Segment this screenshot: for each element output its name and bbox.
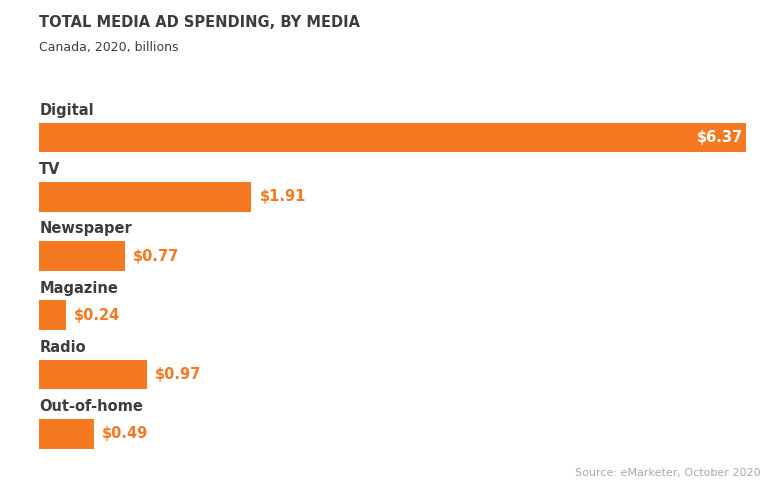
Bar <box>39 360 147 389</box>
Text: Radio: Radio <box>39 340 85 355</box>
Text: $0.97: $0.97 <box>155 367 201 382</box>
Bar <box>39 241 125 271</box>
Text: TV: TV <box>39 162 60 177</box>
Bar <box>39 122 746 152</box>
Text: Source: eMarketer, October 2020: Source: eMarketer, October 2020 <box>575 468 760 478</box>
Bar <box>39 182 251 211</box>
Text: $6.37: $6.37 <box>697 130 742 145</box>
Text: Canada, 2020, billions: Canada, 2020, billions <box>39 41 179 55</box>
Text: Magazine: Magazine <box>39 281 118 296</box>
Text: $0.24: $0.24 <box>74 308 121 323</box>
Text: $0.49: $0.49 <box>102 427 148 442</box>
Text: $1.91: $1.91 <box>260 189 306 204</box>
Text: $0.77: $0.77 <box>133 248 180 264</box>
Text: Newspaper: Newspaper <box>39 222 132 237</box>
Text: Digital: Digital <box>39 103 94 118</box>
Text: Out-of-home: Out-of-home <box>39 399 143 414</box>
Bar <box>39 301 66 330</box>
Text: TOTAL MEDIA AD SPENDING, BY MEDIA: TOTAL MEDIA AD SPENDING, BY MEDIA <box>39 15 360 30</box>
Bar <box>39 419 93 449</box>
